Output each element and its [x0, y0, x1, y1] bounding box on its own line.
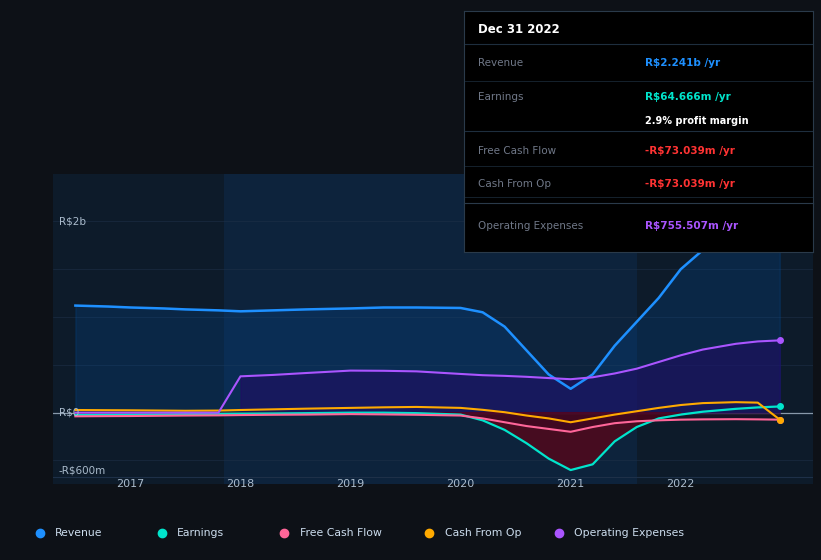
Text: 2.9% profit margin: 2.9% profit margin [645, 115, 749, 125]
Text: 2019: 2019 [337, 479, 365, 489]
Text: 2017: 2017 [117, 479, 144, 489]
Text: -R$73.039m /yr: -R$73.039m /yr [645, 179, 735, 189]
Text: Free Cash Flow: Free Cash Flow [478, 147, 556, 156]
Text: R$755.507m /yr: R$755.507m /yr [645, 221, 738, 231]
Text: Earnings: Earnings [478, 92, 523, 102]
Text: R$64.666m /yr: R$64.666m /yr [645, 92, 731, 102]
Text: Operating Expenses: Operating Expenses [575, 529, 685, 538]
Text: Cash From Op: Cash From Op [478, 179, 551, 189]
Text: 2022: 2022 [667, 479, 695, 489]
Text: Cash From Op: Cash From Op [445, 529, 521, 538]
Text: 2018: 2018 [227, 479, 255, 489]
Text: Free Cash Flow: Free Cash Flow [300, 529, 382, 538]
Text: Revenue: Revenue [478, 58, 523, 68]
Text: R$2.241b /yr: R$2.241b /yr [645, 58, 721, 68]
Bar [224, 174, 637, 484]
Text: -R$600m: -R$600m [59, 465, 106, 475]
Text: Operating Expenses: Operating Expenses [478, 221, 583, 231]
Text: 2021: 2021 [557, 479, 585, 489]
Text: R$2b: R$2b [59, 216, 86, 226]
Text: 2020: 2020 [447, 479, 475, 489]
Text: Revenue: Revenue [55, 529, 103, 538]
Text: Dec 31 2022: Dec 31 2022 [478, 23, 560, 36]
Text: -R$73.039m /yr: -R$73.039m /yr [645, 147, 735, 156]
Text: R$0: R$0 [59, 408, 79, 418]
Text: Earnings: Earnings [177, 529, 224, 538]
